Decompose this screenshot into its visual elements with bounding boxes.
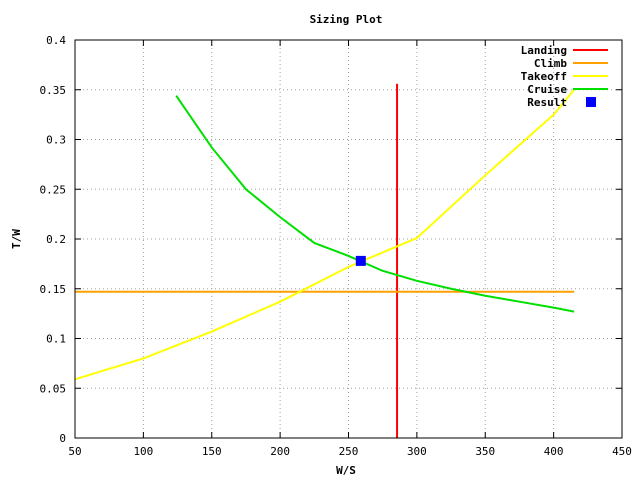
takeoff-line [74,89,575,381]
series-layer [74,83,575,438]
x-tick-label: 200 [270,445,290,458]
y-tick-label: 0.05 [40,382,67,395]
legend-label-result: Result [527,96,567,109]
legend-label-takeoff: Takeoff [521,70,567,83]
result-point [355,255,366,266]
x-tick-label: 450 [612,445,632,458]
y-tick-label: 0.35 [40,84,67,97]
y-tick-label: 0.1 [46,333,66,346]
ticks-layer: 50 100 150 200 250 300 350 400 450 0 0.05 0.1 0.15 0.… [40,34,632,458]
y-tick-label: 0.3 [46,134,66,147]
y-tick-label: 0.15 [40,283,67,296]
x-tick-label: 150 [202,445,222,458]
y-axis-label: T/W [10,229,23,249]
y-tick-label: 0.2 [46,233,66,246]
x-tick-label: 250 [339,445,359,458]
x-tick-label: 50 [68,445,81,458]
legend-label-cruise: Cruise [527,83,567,96]
y-tick-label: 0.4 [46,34,66,47]
x-axis-label: W/S [336,464,356,477]
y-tick-label: 0 [59,432,66,445]
cruise-line [175,95,575,313]
chart-title: Sizing Plot [310,13,383,26]
x-tick-label: 350 [475,445,495,458]
x-tick-label: 300 [407,445,427,458]
legend-label-climb: Climb [534,57,567,70]
y-tick-label: 0.25 [40,183,67,196]
x-tick-label: 400 [544,445,564,458]
legend-swatch-result [586,97,596,107]
x-tick-label: 100 [133,445,153,458]
legend-label-landing: Landing [521,44,567,57]
